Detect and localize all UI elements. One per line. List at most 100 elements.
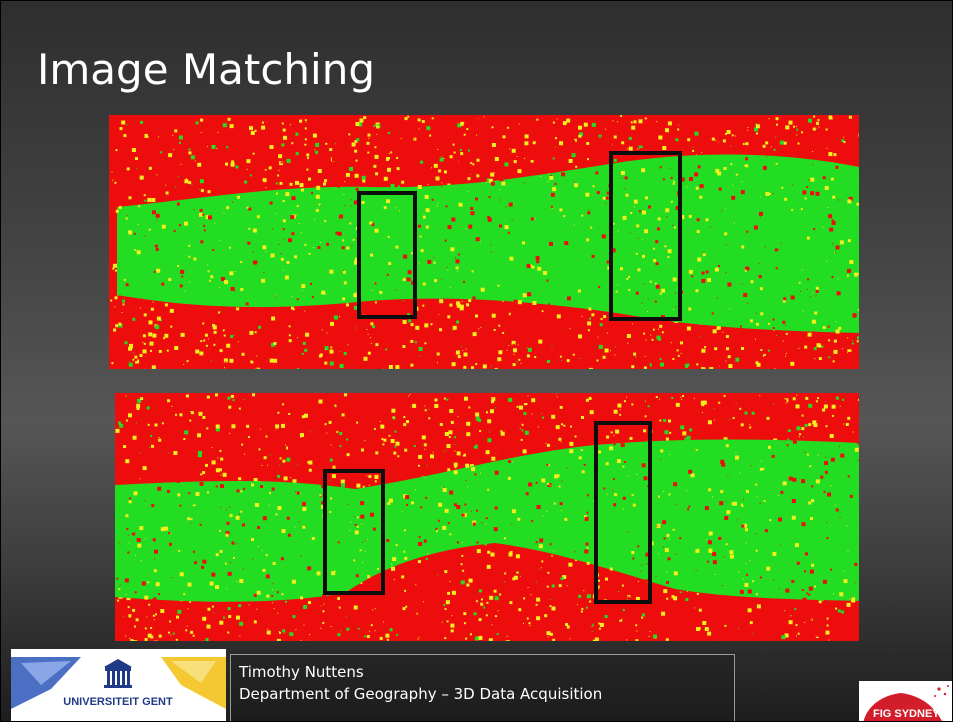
speckle-pixel (438, 169, 442, 173)
speckle-pixel (851, 342, 854, 345)
speckle-pixel (490, 552, 495, 557)
speckle-pixel (472, 163, 475, 166)
speckle-pixel (292, 615, 296, 619)
speckle-pixel (369, 221, 373, 225)
speckle-pixel (659, 166, 662, 169)
speckle-pixel (366, 328, 368, 330)
speckle-pixel (543, 271, 547, 275)
speckle-pixel (224, 280, 228, 285)
speckle-pixel (627, 344, 629, 346)
speckle-pixel (696, 230, 700, 234)
speckle-pixel (427, 259, 432, 264)
speckle-pixel (414, 489, 416, 491)
speckle-pixel (817, 119, 820, 122)
speckle-pixel (707, 420, 712, 425)
speckle-pixel (559, 405, 563, 409)
speckle-pixel (195, 349, 200, 354)
speckle-pixel (796, 124, 798, 126)
speckle-pixel (126, 167, 130, 171)
speckle-pixel (513, 348, 517, 353)
speckle-pixel (150, 627, 153, 629)
speckle-pixel (669, 454, 671, 456)
speckle-pixel (755, 361, 759, 365)
speckle-pixel (159, 470, 163, 474)
speckle-pixel (538, 544, 543, 549)
speckle-pixel (271, 316, 276, 321)
speckle-pixel (175, 638, 178, 641)
speckle-pixel (228, 506, 230, 508)
speckle-pixel (318, 399, 323, 404)
speckle-pixel (387, 433, 390, 436)
speckle-pixel (461, 629, 463, 631)
speckle-pixel (775, 136, 777, 138)
speckle-pixel (158, 187, 163, 192)
speckle-pixel (833, 339, 837, 343)
speckle-pixel (408, 395, 410, 397)
speckle-pixel (136, 407, 140, 410)
speckle-pixel (655, 575, 657, 577)
speckle-pixel (304, 119, 307, 122)
speckle-pixel (207, 338, 209, 340)
speckle-pixel (534, 632, 539, 637)
speckle-pixel (535, 541, 538, 544)
speckle-pixel (192, 550, 195, 553)
speckle-pixel (229, 358, 234, 363)
speckle-pixel (775, 117, 779, 121)
speckle-pixel (647, 311, 648, 312)
speckle-pixel (395, 441, 400, 446)
speckle-pixel (177, 265, 180, 267)
speckle-pixel (506, 349, 508, 351)
speckle-pixel (277, 411, 280, 414)
speckle-pixel (444, 570, 448, 574)
speckle-pixel (486, 178, 490, 182)
speckle-pixel (146, 616, 148, 618)
speckle-pixel (530, 217, 534, 221)
speckle-pixel (654, 300, 657, 303)
speckle-pixel (804, 621, 806, 623)
speckle-pixel (367, 460, 369, 462)
speckle-pixel (828, 152, 833, 157)
speckle-pixel (715, 139, 716, 141)
speckle-pixel (857, 460, 859, 461)
speckle-pixel (125, 283, 129, 287)
speckle-pixel (236, 543, 238, 545)
speckle-pixel (509, 575, 512, 578)
speckle-pixel (548, 303, 551, 306)
speckle-pixel (157, 486, 162, 491)
speckle-pixel (627, 342, 629, 344)
speckle-pixel (300, 433, 304, 437)
speckle-pixel (614, 493, 618, 497)
speckle-pixel (237, 195, 240, 199)
speckle-pixel (504, 581, 506, 583)
speckle-pixel (498, 324, 501, 327)
speckle-pixel (641, 463, 646, 468)
speckle-pixel (759, 576, 762, 579)
speckle-pixel (444, 432, 449, 436)
speckle-pixel (133, 352, 134, 354)
speckle-pixel (852, 313, 857, 318)
speckle-pixel (836, 620, 840, 624)
speckle-pixel (527, 395, 529, 397)
speckle-pixel (199, 212, 203, 217)
speckle-pixel (519, 575, 521, 577)
speckle-pixel (452, 590, 456, 595)
speckle-pixel (847, 475, 850, 478)
speckle-pixel (145, 423, 148, 425)
speckle-pixel (438, 314, 442, 318)
speckle-pixel (361, 448, 364, 452)
speckle-pixel (197, 162, 202, 167)
speckle-pixel (206, 395, 210, 399)
speckle-pixel (817, 454, 819, 456)
speckle-pixel (451, 615, 453, 617)
speckle-pixel (847, 268, 851, 273)
speckle-pixel (118, 588, 121, 591)
speckle-pixel (579, 132, 583, 137)
speckle-pixel (617, 591, 619, 592)
speckle-pixel (229, 432, 231, 434)
speckle-pixel (441, 182, 443, 184)
speckle-pixel (281, 143, 285, 147)
speckle-pixel (856, 202, 859, 206)
speckle-pixel (360, 581, 363, 584)
speckle-pixel (591, 151, 593, 153)
speckle-pixel (662, 633, 667, 638)
